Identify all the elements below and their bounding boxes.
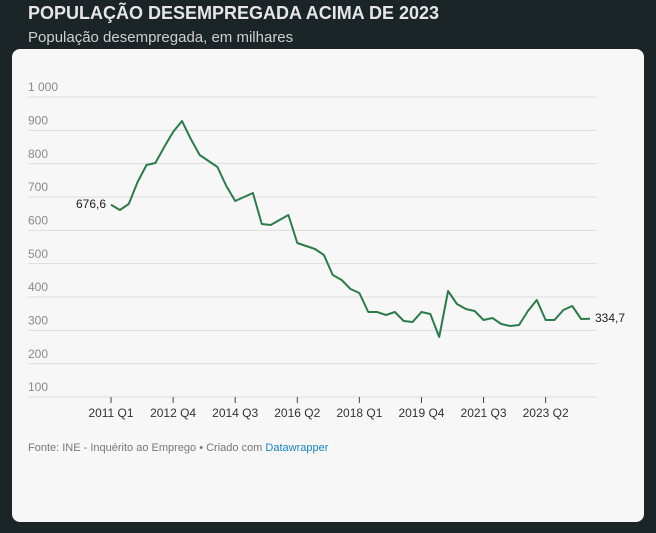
y-tick-label: 300 (28, 314, 48, 328)
y-tick-label: 1 000 (28, 80, 58, 94)
y-tick-label: 500 (28, 247, 48, 261)
card (12, 49, 644, 522)
y-tick-label: 600 (28, 214, 48, 228)
chart-title: POPULAÇÃO DESEMPREGADA ACIMA DE 2023 (28, 2, 439, 23)
value-label: 334,7 (595, 311, 625, 325)
chart-subtitle: População desempregada, em milhares (28, 29, 293, 46)
x-tick-label: 2011 Q1 (88, 406, 133, 420)
x-tick-label: 2021 Q3 (461, 406, 507, 420)
source-text: Fonte: INE - Inquérito ao Emprego • Cria… (28, 442, 265, 454)
line (110, 120, 591, 338)
source-link[interactable]: Datawrapper (265, 442, 328, 454)
y-tick-label: 700 (28, 180, 48, 194)
x-tick-label: 2019 Q4 (398, 406, 444, 420)
y-tick-label: 400 (28, 280, 48, 294)
y-tick-label: 900 (28, 114, 48, 128)
value-label: 676,6 (76, 197, 106, 211)
source: Fonte: INE - Inquérito ao Emprego • Cria… (28, 442, 329, 454)
y-tick-label: 800 (28, 147, 48, 161)
x-tick-label: 2018 Q1 (336, 406, 382, 420)
y-tick-label: 100 (28, 380, 48, 394)
x-tick-label: 2023 Q2 (523, 406, 569, 420)
x-tick-label: 2016 Q2 (274, 406, 320, 420)
x-tick-label: 2012 Q4 (150, 406, 196, 420)
y-tick-label: 200 (28, 347, 48, 361)
x-tick-label: 2014 Q3 (212, 406, 258, 420)
